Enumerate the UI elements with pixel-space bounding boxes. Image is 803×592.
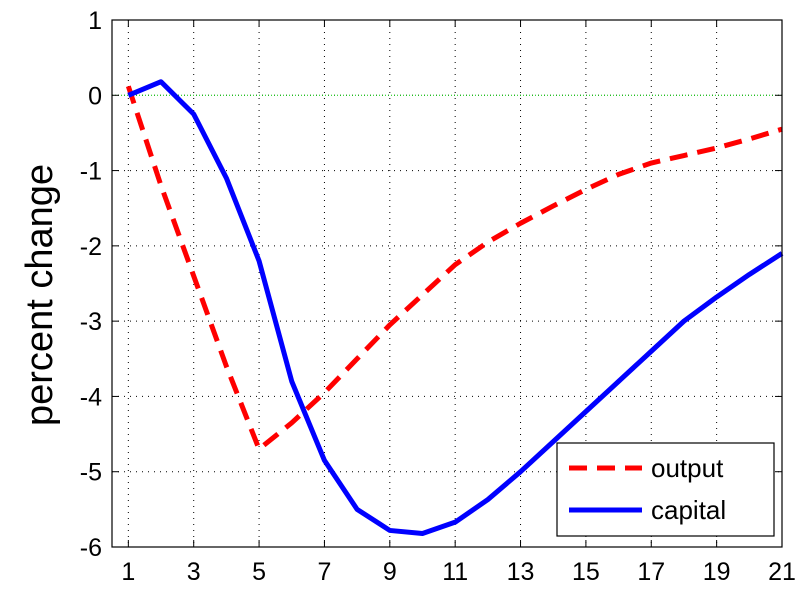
x-tick-label: 21 bbox=[768, 558, 796, 586]
y-tick-label: 0 bbox=[88, 82, 102, 110]
y-tick-label: -2 bbox=[80, 233, 102, 261]
x-tick-label: 15 bbox=[572, 558, 600, 586]
legend-box bbox=[556, 442, 775, 537]
x-tick-labels: 1 3 5 7 9 11 13 15 17 19 21 bbox=[121, 558, 796, 586]
legend-label-capital: capital bbox=[651, 495, 726, 525]
plot-frame bbox=[111, 19, 783, 548]
y-tick-label: -5 bbox=[80, 459, 102, 487]
y-tick-label: -3 bbox=[80, 308, 102, 336]
x-tick-label: 3 bbox=[187, 558, 201, 586]
x-tick-label: 7 bbox=[317, 558, 331, 586]
x-tick-label: 5 bbox=[252, 558, 266, 586]
y-tick-label: 1 bbox=[88, 7, 102, 35]
legend-label-output: output bbox=[651, 453, 724, 483]
legend: output capital bbox=[556, 442, 775, 537]
x-tick-label: 11 bbox=[442, 558, 468, 586]
y-tick-label: -6 bbox=[80, 534, 102, 562]
y-tick-label: -4 bbox=[80, 383, 102, 411]
x-tick-label: 17 bbox=[637, 558, 665, 586]
y-tick-labels: 1 0 -1 -2 -3 -4 -5 -6 bbox=[80, 7, 102, 562]
x-tick-label: 1 bbox=[121, 558, 135, 586]
x-tick-label: 19 bbox=[703, 558, 731, 586]
axes bbox=[111, 19, 783, 548]
x-tick-label: 13 bbox=[507, 558, 535, 586]
y-axis-label: percent change bbox=[19, 164, 61, 426]
x-tick-label: 9 bbox=[383, 558, 397, 586]
y-tick-label: -1 bbox=[80, 158, 102, 186]
